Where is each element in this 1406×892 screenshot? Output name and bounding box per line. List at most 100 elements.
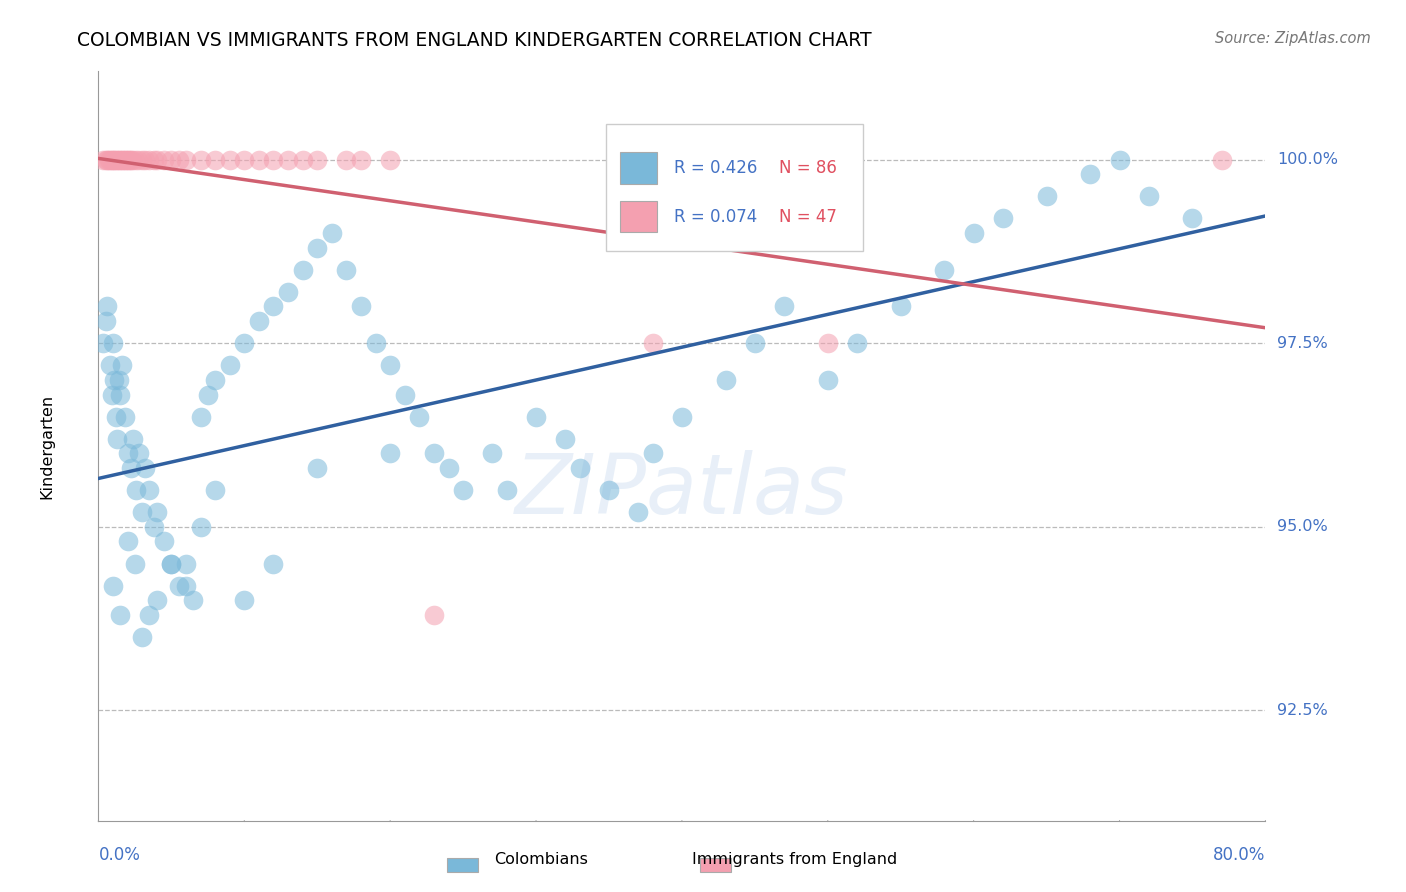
Point xyxy=(127,153,149,167)
Point xyxy=(111,153,134,167)
Point xyxy=(190,153,212,167)
Point xyxy=(114,153,136,167)
Point xyxy=(91,153,114,167)
Text: 80.0%: 80.0% xyxy=(1213,847,1265,864)
Point xyxy=(120,461,142,475)
Point xyxy=(423,446,446,460)
Point xyxy=(97,153,120,167)
Text: ZIPatlas: ZIPatlas xyxy=(515,450,849,532)
Point xyxy=(598,483,620,497)
Point xyxy=(233,336,256,351)
Point xyxy=(94,153,117,167)
Point xyxy=(263,153,285,167)
Point xyxy=(496,483,519,497)
Point xyxy=(153,153,176,167)
Point xyxy=(263,557,285,571)
Point xyxy=(1080,167,1102,181)
Point xyxy=(277,285,299,299)
Point xyxy=(1211,153,1233,167)
Point xyxy=(131,505,153,519)
Point xyxy=(96,300,118,314)
Text: Colombians: Colombians xyxy=(495,852,588,867)
Point xyxy=(991,211,1014,226)
Point xyxy=(124,557,146,571)
Point xyxy=(108,373,131,387)
Point xyxy=(335,153,357,167)
Point xyxy=(554,432,576,446)
Point xyxy=(641,446,664,460)
Point xyxy=(115,153,138,167)
Point xyxy=(423,607,446,622)
FancyBboxPatch shape xyxy=(606,124,863,252)
Point xyxy=(138,607,160,622)
Point xyxy=(817,336,839,351)
Text: 0.0%: 0.0% xyxy=(98,847,141,864)
Text: N = 47: N = 47 xyxy=(779,208,837,226)
Point xyxy=(117,153,139,167)
Point xyxy=(160,153,183,167)
Point xyxy=(118,153,141,167)
Point xyxy=(111,358,134,372)
Point xyxy=(890,300,912,314)
Text: 97.5%: 97.5% xyxy=(1277,335,1327,351)
Point xyxy=(108,153,131,167)
Point xyxy=(233,153,256,167)
Point xyxy=(146,153,169,167)
Point xyxy=(153,534,176,549)
Point xyxy=(131,153,153,167)
Point xyxy=(117,534,139,549)
Point xyxy=(124,153,146,167)
Point xyxy=(321,226,343,240)
Text: N = 86: N = 86 xyxy=(779,159,837,177)
Point xyxy=(134,461,156,475)
Bar xyxy=(620,201,658,233)
Point xyxy=(110,387,132,401)
Point xyxy=(100,153,122,167)
Point xyxy=(134,153,156,167)
Point xyxy=(146,505,169,519)
Point xyxy=(364,336,387,351)
Text: 95.0%: 95.0% xyxy=(1277,519,1327,534)
Point xyxy=(218,358,240,372)
Point xyxy=(247,314,270,328)
Point xyxy=(138,153,160,167)
Point xyxy=(773,300,796,314)
Point xyxy=(962,226,984,240)
Point xyxy=(744,336,766,351)
Point xyxy=(263,300,285,314)
Point xyxy=(233,593,256,607)
Point xyxy=(112,153,135,167)
Text: R = 0.426: R = 0.426 xyxy=(673,159,756,177)
Point xyxy=(120,153,142,167)
Point xyxy=(394,387,416,401)
Point xyxy=(103,373,125,387)
Point xyxy=(174,153,197,167)
Point xyxy=(335,262,357,277)
Text: Immigrants from England: Immigrants from England xyxy=(692,852,897,867)
Point xyxy=(204,483,226,497)
Point xyxy=(671,409,693,424)
Text: 92.5%: 92.5% xyxy=(1277,703,1327,718)
Point xyxy=(190,520,212,534)
Point xyxy=(101,336,124,351)
Point xyxy=(100,387,122,401)
Point xyxy=(350,153,373,167)
Point xyxy=(174,557,197,571)
Point xyxy=(934,262,956,277)
Point xyxy=(524,409,547,424)
Point xyxy=(291,153,314,167)
Point xyxy=(117,446,139,460)
Point xyxy=(1181,211,1204,226)
Text: 100.0%: 100.0% xyxy=(1277,152,1339,167)
Point xyxy=(142,520,165,534)
Point xyxy=(96,153,118,167)
Point xyxy=(1137,189,1160,203)
Point xyxy=(167,578,190,592)
Point xyxy=(380,153,402,167)
Point xyxy=(105,432,128,446)
Point xyxy=(380,446,402,460)
Point xyxy=(1035,189,1057,203)
Text: Source: ZipAtlas.com: Source: ZipAtlas.com xyxy=(1215,31,1371,46)
Point xyxy=(174,578,197,592)
Point xyxy=(190,409,212,424)
